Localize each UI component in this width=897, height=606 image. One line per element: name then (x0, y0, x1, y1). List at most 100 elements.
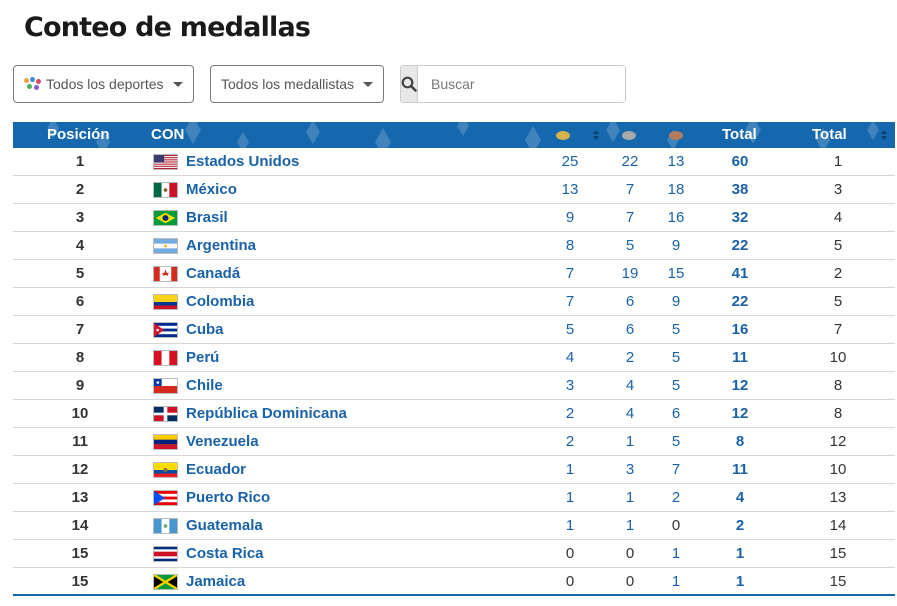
position-cell: 6 (75, 293, 85, 310)
sports-filter-dropdown[interactable]: Todos los deportes (13, 65, 194, 103)
bronze-count: 9 (671, 293, 681, 310)
bronze-count: 15 (667, 265, 685, 282)
table-row[interactable]: 7 Cuba 5 6 5 16 7 (13, 316, 895, 344)
total-count: 8 (735, 433, 745, 450)
table-row[interactable]: 1 Estados Unidos 25 22 13 60 1 (13, 148, 895, 176)
position-cell: 10 (71, 405, 89, 422)
total-count: 11 (732, 461, 748, 478)
total-count: 22 (731, 237, 749, 254)
mex-flag-icon (153, 182, 178, 198)
country-link[interactable]: Costa Rica (186, 545, 264, 562)
country-link[interactable]: México (186, 181, 237, 198)
gold-medal-icon[interactable] (556, 131, 570, 140)
position-cell: 12 (71, 461, 89, 478)
total-count: 16 (731, 321, 749, 338)
chevron-down-icon (363, 81, 373, 87)
table-row[interactable]: 10 República Dominicana 2 4 6 12 8 (13, 400, 895, 428)
total-rank: 10 (829, 349, 847, 366)
table-body: 1 Estados Unidos 25 22 13 60 1 2 México 13 7 18 38 3 3… (13, 148, 895, 596)
usa-flag-icon (153, 154, 178, 170)
country-link[interactable]: Canadá (186, 265, 241, 282)
total-count: 1 (735, 573, 745, 590)
sports-icon (24, 77, 42, 91)
total-rank: 13 (829, 489, 847, 506)
per-flag-icon (153, 350, 178, 366)
ecu-flag-icon (153, 462, 178, 478)
column-header-total-rank[interactable]: Total (812, 126, 847, 143)
cub-flag-icon (153, 322, 178, 338)
table-row[interactable]: 5 Canadá 7 19 15 41 2 (13, 260, 895, 288)
table-row[interactable]: 2 México 13 7 18 38 3 (13, 176, 895, 204)
total-rank: 2 (833, 265, 843, 282)
gold-count: 4 (565, 349, 575, 366)
gold-count: 1 (565, 461, 575, 478)
chi-flag-icon (153, 378, 178, 394)
column-header-position[interactable]: Posición (47, 126, 110, 143)
column-header-con[interactable]: CON (151, 126, 185, 143)
total-count: 32 (731, 209, 749, 226)
silver-medal-icon[interactable] (622, 131, 636, 140)
header-pattern (47, 122, 879, 148)
position-cell: 14 (71, 517, 89, 534)
col-flag-icon (153, 294, 178, 310)
search-button[interactable] (401, 66, 418, 102)
table-row[interactable]: 4 Argentina 8 5 9 22 5 (13, 232, 895, 260)
table-row[interactable]: 13 Puerto Rico 1 1 2 4 13 (13, 484, 895, 512)
country-link[interactable]: Puerto Rico (186, 489, 271, 506)
bronze-count: 18 (667, 181, 685, 198)
gold-count: 1 (565, 517, 575, 534)
table-header: Posición CON Total Total (13, 122, 895, 148)
bronze-count: 7 (671, 461, 681, 478)
country-link[interactable]: Argentina (186, 237, 257, 254)
silver-count: 4 (625, 405, 635, 422)
table-row[interactable]: 11 Venezuela 2 1 5 8 12 (13, 428, 895, 456)
table-row[interactable]: 14 Guatemala 1 1 0 2 14 (13, 512, 895, 540)
gold-count: 5 (565, 321, 575, 338)
gold-count: 2 (565, 405, 575, 422)
table-row[interactable]: 15 Costa Rica 0 0 1 1 15 (13, 540, 895, 568)
table-row[interactable]: 9 Chile 3 4 5 12 8 (13, 372, 895, 400)
can-flag-icon (153, 266, 178, 282)
country-link[interactable]: República Dominicana (186, 405, 347, 422)
bronze-count: 1 (671, 545, 681, 562)
country-link[interactable]: Perú (186, 349, 220, 366)
table-row[interactable]: 6 Colombia 7 6 9 22 5 (13, 288, 895, 316)
silver-count: 1 (625, 433, 635, 450)
gold-count: 0 (565, 545, 575, 562)
total-rank: 15 (829, 573, 847, 590)
search-input[interactable] (418, 66, 625, 102)
country-link[interactable]: Guatemala (186, 517, 263, 534)
medalists-filter-dropdown[interactable]: Todos los medallistas (210, 65, 384, 103)
bronze-count: 9 (671, 237, 681, 254)
country-link[interactable]: Brasil (186, 209, 228, 226)
total-rank: 5 (833, 293, 843, 310)
country-link[interactable]: Jamaica (186, 573, 246, 590)
total-rank: 1 (833, 153, 843, 170)
silver-count: 0 (625, 573, 635, 590)
bra-flag-icon (153, 210, 178, 226)
sort-icon[interactable] (593, 129, 599, 141)
total-rank: 15 (829, 545, 847, 562)
total-rank: 8 (833, 377, 843, 394)
table-row[interactable]: 3 Brasil 9 7 16 32 4 (13, 204, 895, 232)
arg-flag-icon (153, 238, 178, 254)
country-link[interactable]: Colombia (186, 293, 255, 310)
country-link[interactable]: Estados Unidos (186, 153, 300, 170)
country-link[interactable]: Chile (186, 377, 223, 394)
silver-count: 22 (621, 153, 639, 170)
search-box (400, 65, 626, 103)
country-link[interactable]: Venezuela (186, 433, 259, 450)
total-rank: 7 (833, 321, 843, 338)
country-link[interactable]: Cuba (186, 321, 224, 338)
bronze-count: 0 (671, 517, 681, 534)
table-row[interactable]: 12 Ecuador 1 3 7 11 10 (13, 456, 895, 484)
country-link[interactable]: Ecuador (186, 461, 247, 478)
bronze-medal-icon[interactable] (669, 131, 683, 140)
table-row[interactable]: 15 Jamaica 0 0 1 1 15 (13, 568, 895, 596)
position-cell: 15 (71, 545, 89, 562)
position-cell: 4 (75, 237, 85, 254)
table-row[interactable]: 8 Perú 4 2 5 11 10 (13, 344, 895, 372)
sort-icon[interactable] (881, 129, 887, 141)
column-header-total[interactable]: Total (722, 126, 757, 143)
bronze-count: 5 (671, 377, 681, 394)
